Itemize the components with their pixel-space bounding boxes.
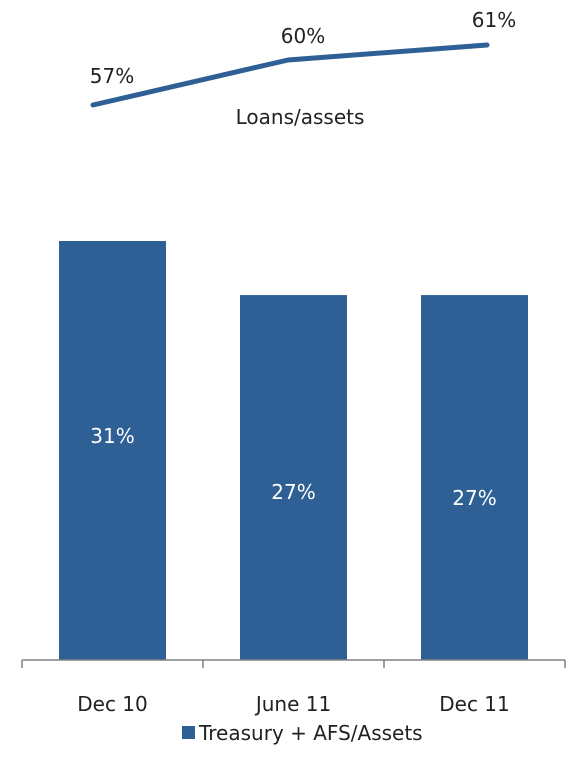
legend: Treasury + AFS/Assets [182,721,423,745]
x-tick-label: Dec 11 [439,692,510,716]
bar-2 [240,295,347,660]
line-point-label: 61% [472,8,516,32]
x-tick-label: Dec 10 [77,692,148,716]
loans-assets-series-label: Loans/assets [236,105,365,129]
bar-series: 31% 27% 27% [59,241,528,660]
line-point-label: 60% [281,24,325,48]
legend-swatch [182,726,195,739]
bar-value-label: 31% [90,424,134,448]
bar-value-label: 27% [452,486,496,510]
bar-1 [59,241,166,660]
line-point-label: 57% [90,64,134,88]
x-axis: Dec 10 June 11 Dec 11 [21,659,566,716]
loans-assets-line [90,42,490,108]
bar-value-label: 27% [271,480,315,504]
x-tick-label: June 11 [254,692,331,716]
loans-assets-line-series: 57% 60% 61% [90,8,516,108]
legend-label: Treasury + AFS/Assets [198,721,423,745]
bar-3 [421,295,528,660]
